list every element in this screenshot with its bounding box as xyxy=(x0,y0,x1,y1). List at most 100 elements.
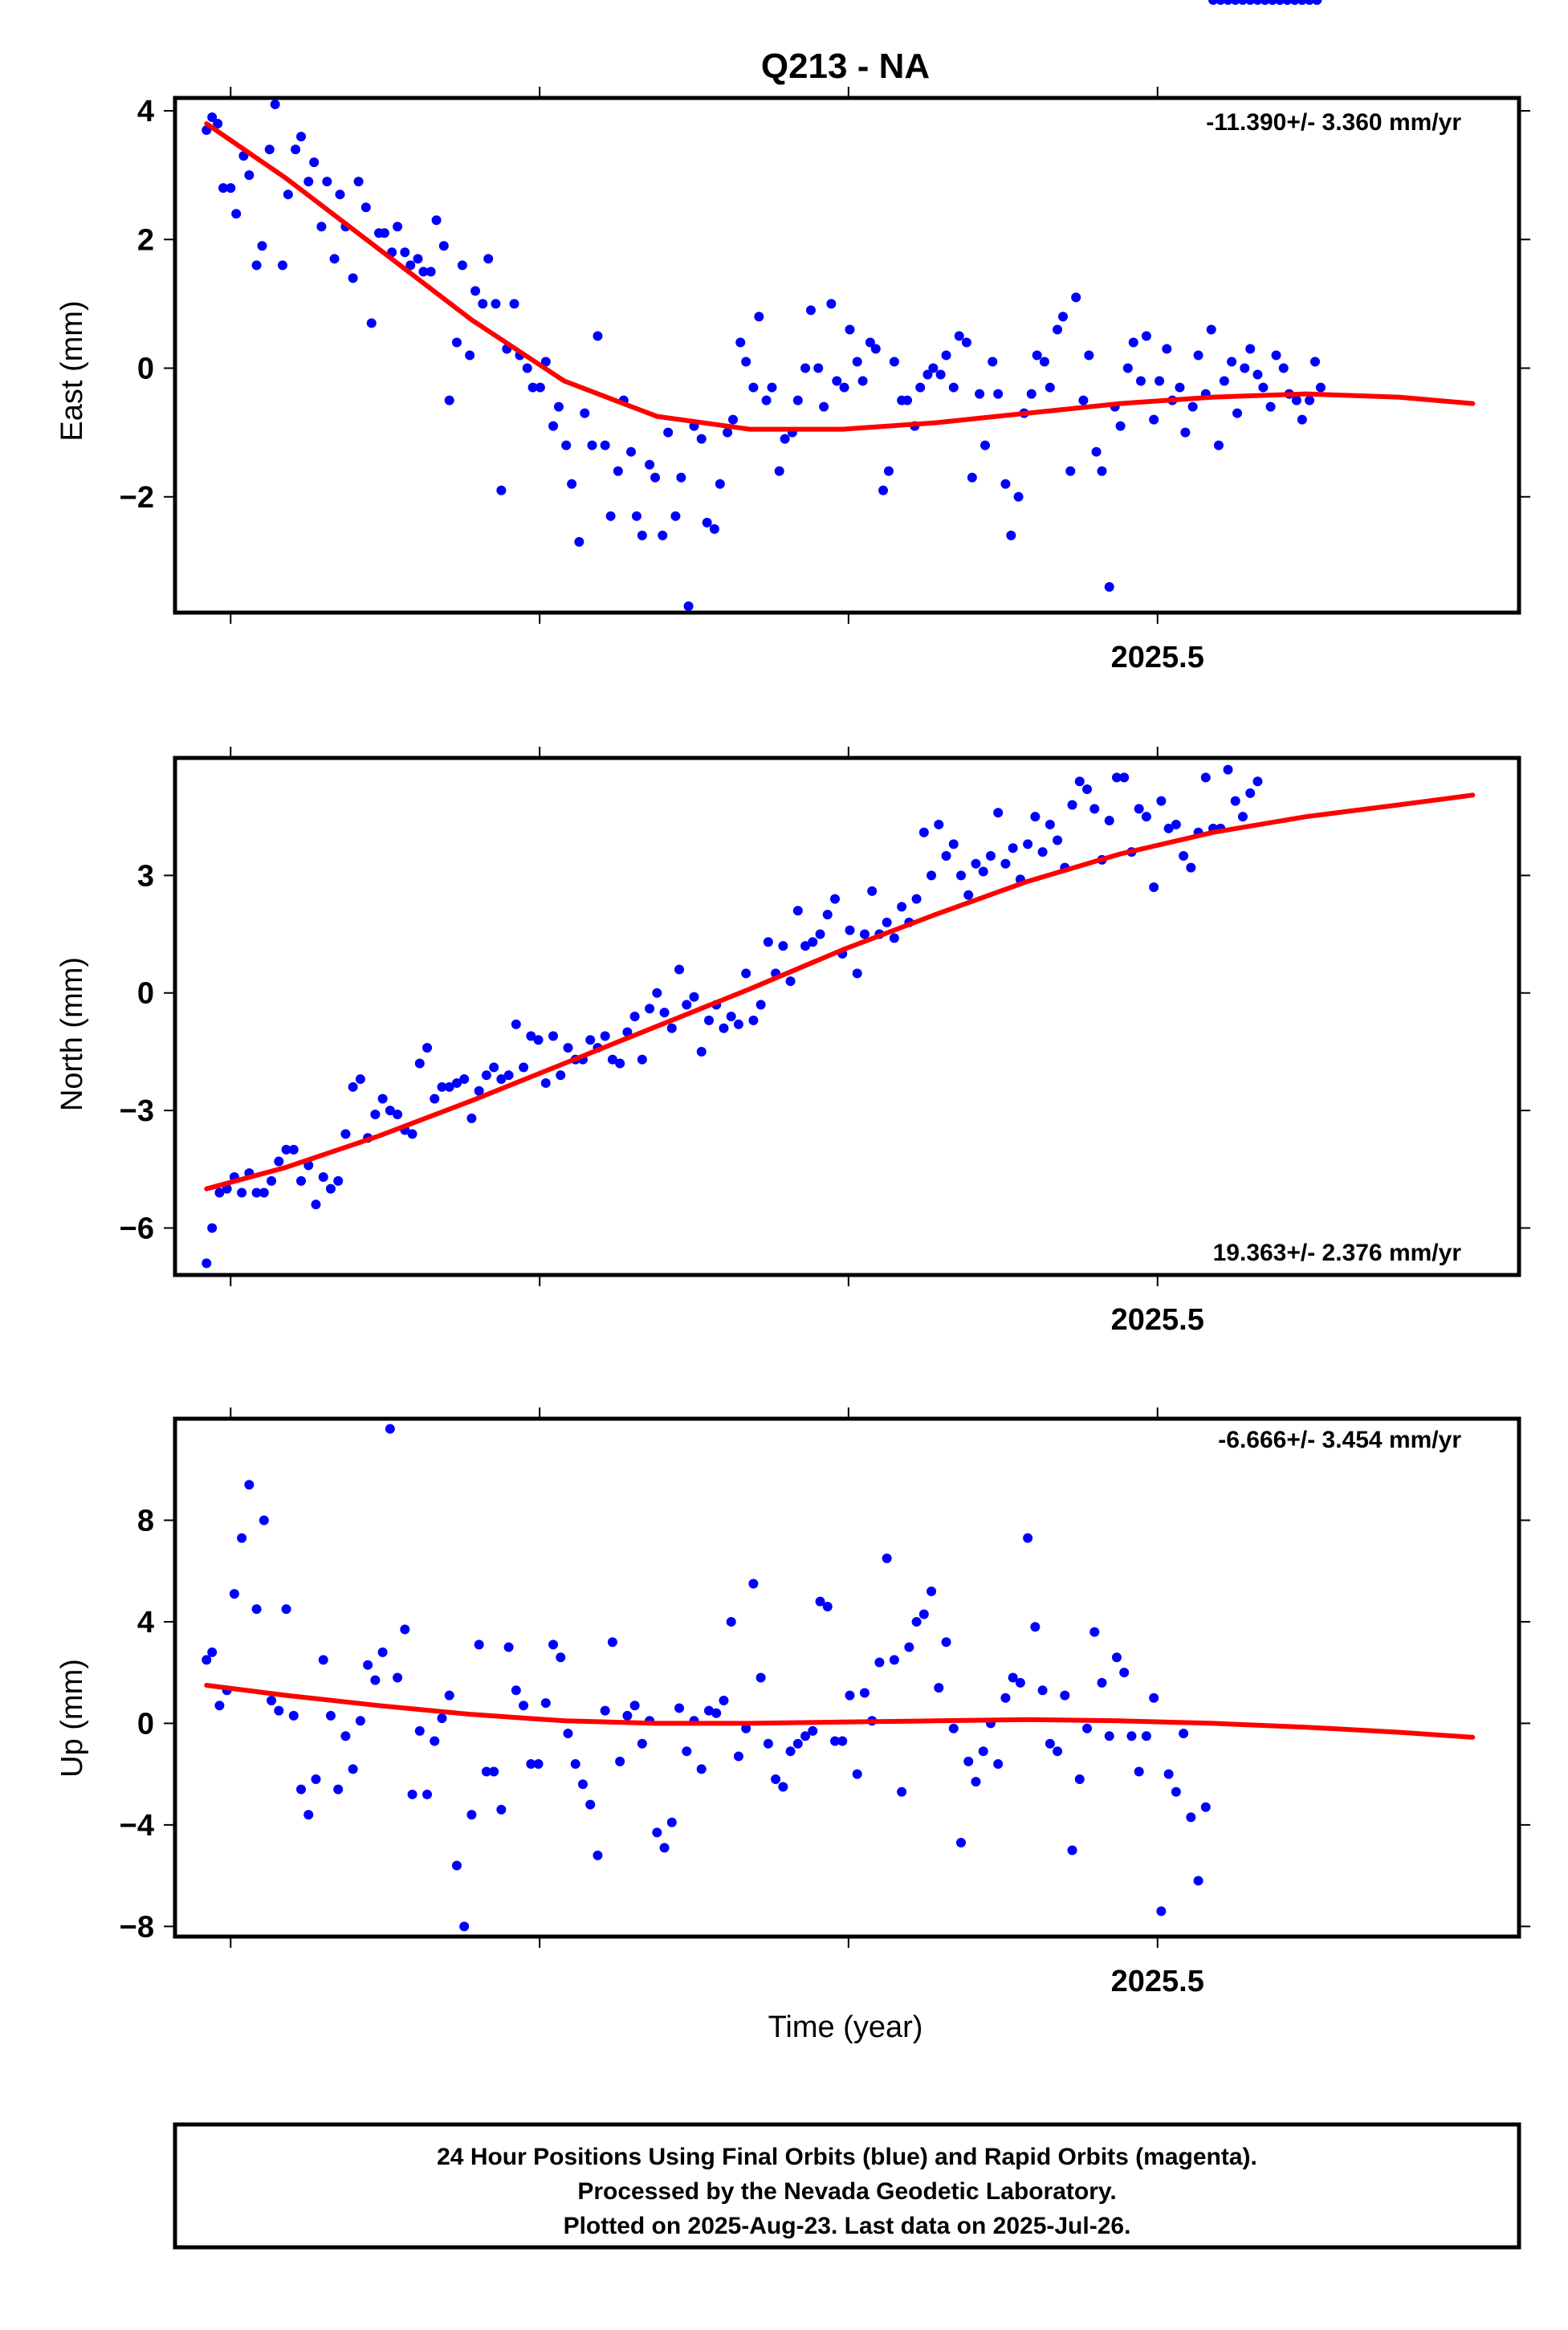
north-data-point xyxy=(696,1046,707,1057)
up-data-point xyxy=(889,1655,899,1665)
north-data-point xyxy=(689,992,699,1002)
east-data-point xyxy=(470,286,481,296)
north-data-point xyxy=(652,988,662,998)
east-data-point xyxy=(670,511,681,521)
up-data-point xyxy=(1149,1693,1159,1703)
up-data-point xyxy=(400,1624,410,1635)
east-data-point xyxy=(540,356,551,367)
up-data-point xyxy=(674,1703,685,1713)
up-data-point xyxy=(474,1640,484,1650)
east-data-point xyxy=(1039,356,1049,367)
east-data-point xyxy=(580,408,590,418)
up-data-point xyxy=(1216,0,1226,5)
up-data-point xyxy=(1089,1627,1100,1637)
north-data-point xyxy=(311,1200,321,1210)
north-data-point xyxy=(785,976,796,987)
east-data-point xyxy=(889,356,899,367)
north-data-point xyxy=(800,941,811,951)
east-data-point xyxy=(329,254,340,264)
east-data-point xyxy=(941,350,951,360)
up-data-point xyxy=(489,1766,499,1777)
north-data-point xyxy=(1104,816,1114,826)
north-data-point xyxy=(414,1058,425,1069)
east-data-point xyxy=(709,523,719,534)
east-data-point xyxy=(226,183,236,193)
east-data-point xyxy=(605,511,616,521)
east-fit-line xyxy=(204,121,1476,432)
east-data-point xyxy=(826,299,837,309)
east-data-point xyxy=(857,376,868,386)
east-data-point xyxy=(1071,292,1081,303)
up-panel: Up (mm) 2025.5 −8 −4 0 4 8 -6.666+/- 3.454 mm/… xyxy=(55,0,1530,1998)
up-data-point xyxy=(202,1655,212,1665)
north-data-point xyxy=(859,929,870,939)
north-data-point xyxy=(585,1035,596,1045)
east-data-point xyxy=(335,189,345,200)
north-data-point xyxy=(911,894,922,904)
up-data-point xyxy=(808,1725,818,1736)
north-data-point xyxy=(1067,800,1077,810)
north-data-point xyxy=(1141,812,1151,822)
east-data-point xyxy=(683,601,694,611)
east-plot-frame xyxy=(173,96,1521,615)
up-data-point xyxy=(548,1640,559,1650)
up-data-point xyxy=(859,1688,870,1698)
up-data-point xyxy=(370,1675,381,1685)
east-data-point xyxy=(696,434,707,444)
up-data-point xyxy=(393,1672,403,1683)
north-data-point xyxy=(1082,784,1093,795)
north-data-point xyxy=(927,870,937,881)
east-data-point xyxy=(805,305,816,316)
north-data-point xyxy=(985,850,996,861)
up-data-point xyxy=(1267,0,1277,5)
north-data-point xyxy=(466,1113,477,1123)
up-data-point xyxy=(918,1609,929,1619)
north-data-point xyxy=(325,1183,336,1194)
up-data-point xyxy=(785,1746,796,1757)
east-data-point xyxy=(1045,382,1055,393)
up-data-point xyxy=(1208,0,1219,5)
north-data-point xyxy=(1230,796,1240,806)
north-data-point xyxy=(430,1094,440,1104)
north-data-point xyxy=(726,1012,736,1021)
up-data-point xyxy=(792,1738,803,1749)
north-data-point xyxy=(1171,819,1181,829)
north-fit-line xyxy=(204,792,1476,1191)
east-ytick-label-3: 4 xyxy=(137,95,154,128)
up-data-point xyxy=(637,1738,647,1749)
north-data-point xyxy=(755,1000,766,1010)
east-data-point xyxy=(663,427,674,438)
north-data-point xyxy=(526,1031,536,1041)
north-panel: North (mm) 2025.5 −6 −3 0 3 19.363+/- 2.376 m… xyxy=(55,0,1530,1337)
up-data-point xyxy=(622,1710,633,1721)
up-data-point xyxy=(897,1786,907,1797)
east-data-point xyxy=(988,356,998,367)
up-data-point xyxy=(1245,0,1256,5)
up-data-point xyxy=(978,1746,988,1757)
north-data-point xyxy=(956,870,967,881)
up-data-point xyxy=(526,1759,536,1769)
north-data-point xyxy=(393,1109,403,1119)
up-data-point xyxy=(1067,1845,1077,1855)
east-panel: East (mm) 2025.5 −2 0 2 4 -11.390+/- 3.360 mm… xyxy=(55,87,1530,674)
up-data-point xyxy=(451,1860,462,1871)
east-data-point xyxy=(1065,466,1076,476)
east-data-point xyxy=(637,530,647,540)
east-data-point xyxy=(961,337,971,348)
north-data-point xyxy=(533,1035,544,1045)
east-data-point xyxy=(251,260,262,271)
east-data-point xyxy=(296,132,307,142)
east-data-point xyxy=(283,189,293,200)
east-data-point xyxy=(431,215,442,226)
east-data-point xyxy=(244,170,255,181)
north-rate-label: 19.363+/- 2.376 mm/yr xyxy=(1213,1240,1462,1266)
north-data-point xyxy=(637,1054,647,1065)
north-data-point xyxy=(274,1156,284,1167)
east-data-point xyxy=(1128,337,1138,348)
east-ytick-label-2: 2 xyxy=(137,223,154,257)
east-data-point xyxy=(548,421,559,431)
up-data-point xyxy=(600,1705,610,1716)
up-data-point xyxy=(214,1701,225,1711)
up-data-point xyxy=(1037,1685,1048,1696)
north-data-point xyxy=(1008,843,1018,853)
